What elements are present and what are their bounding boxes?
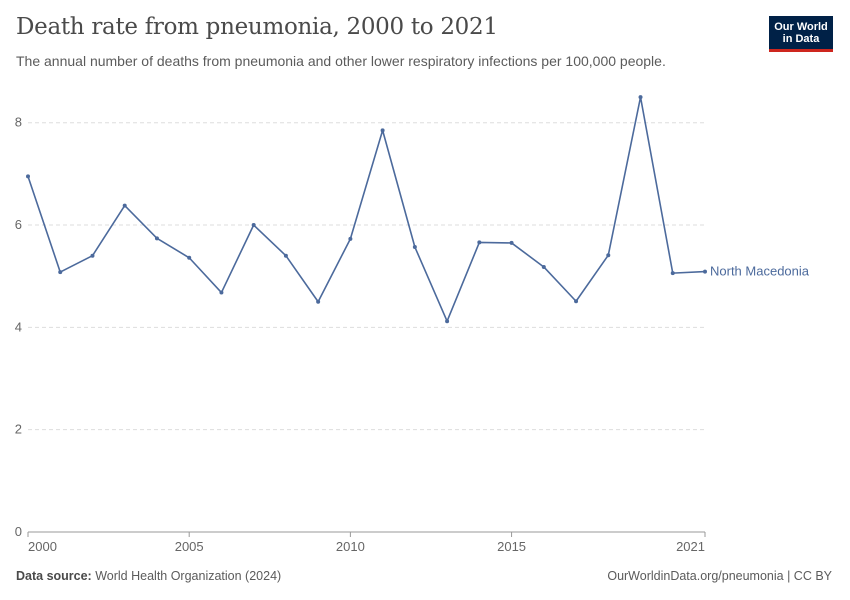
- footer-link[interactable]: OurWorldinData.org/pneumonia | CC BY: [607, 569, 832, 583]
- logo-line-2: in Data: [782, 33, 820, 45]
- x-axis: [27, 531, 706, 537]
- page-title: Death rate from pneumonia, 2000 to 2021: [16, 14, 498, 40]
- y-tick-label: 6: [15, 217, 22, 232]
- tick-labels: 0 2 4 6 8 2000 2005 2010 2015 2021 North Macedonia: [15, 115, 810, 554]
- data-point: [26, 174, 30, 179]
- y-tick-label: 4: [15, 319, 22, 334]
- data-source-label: Data source:: [16, 569, 92, 583]
- data-point: [541, 264, 546, 269]
- data-point: [477, 240, 482, 245]
- grid-lines: [28, 122, 705, 431]
- y-tick-label: 8: [15, 115, 22, 130]
- owid-logo[interactable]: Our World in Data: [769, 16, 833, 52]
- x-tick-label: 2005: [175, 539, 204, 554]
- data-point: [606, 253, 611, 258]
- x-tick-label: 2021: [676, 539, 705, 554]
- data-point: [316, 299, 321, 304]
- data-point: [283, 253, 288, 258]
- data-point: [122, 203, 127, 208]
- data-point: [187, 255, 192, 260]
- data-point: [445, 319, 450, 324]
- x-tick-label: 2000: [28, 539, 57, 554]
- x-tick-label: 2010: [336, 539, 365, 554]
- data-point: [58, 270, 63, 275]
- data-point: [380, 128, 385, 133]
- logo-line-1: Our World: [774, 21, 828, 33]
- series-lines: [26, 95, 707, 324]
- data-source-text[interactable]: World Health Organization (2024): [95, 569, 282, 583]
- data-point: [670, 271, 675, 276]
- data-point: [348, 236, 353, 241]
- series-label: North Macedonia: [710, 264, 810, 279]
- series-line: [27, 96, 706, 323]
- data-point: [509, 240, 514, 245]
- data-source: Data source: World Health Organization (…: [16, 569, 281, 583]
- data-point: [90, 253, 95, 258]
- data-point: [703, 269, 707, 274]
- data-point: [638, 95, 643, 100]
- x-tick-label: 2015: [497, 539, 526, 554]
- data-point: [412, 245, 417, 250]
- data-point: [154, 236, 159, 241]
- y-tick-label: 0: [15, 524, 22, 539]
- data-point: [219, 290, 224, 295]
- y-tick-label: 2: [15, 422, 22, 437]
- page-subtitle: The annual number of deaths from pneumon…: [16, 53, 666, 69]
- data-point: [574, 299, 579, 304]
- data-point: [251, 223, 256, 228]
